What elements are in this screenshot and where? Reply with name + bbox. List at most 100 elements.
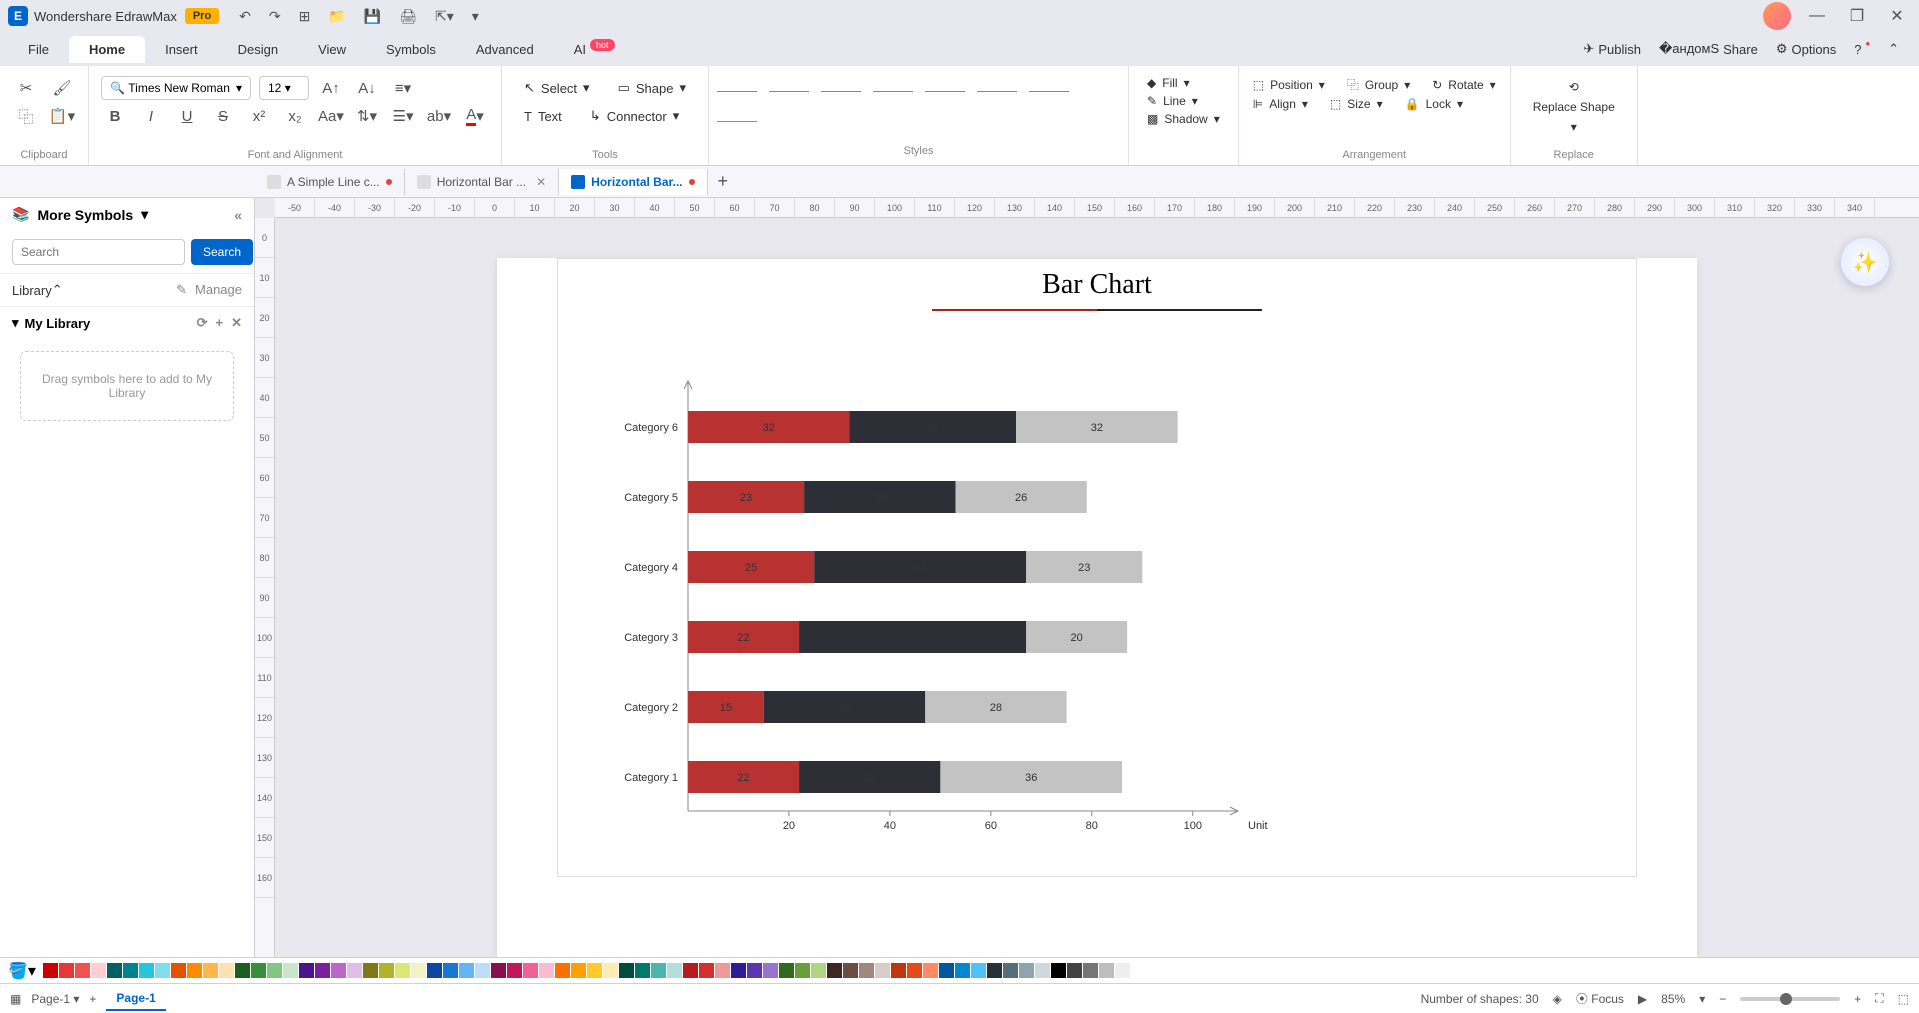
menu-view[interactable]: View — [298, 36, 366, 63]
align-icon[interactable]: ≡▾ — [389, 74, 417, 102]
ai-assistant-icon[interactable]: ✨ — [1841, 238, 1889, 286]
color-swatch[interactable] — [587, 963, 602, 978]
menu-home[interactable]: Home — [69, 36, 145, 63]
color-swatch[interactable] — [1115, 963, 1130, 978]
publish-button[interactable]: ✈Publish — [1583, 41, 1641, 57]
new-icon[interactable]: ⊞ — [299, 8, 311, 25]
symbol-search-input[interactable] — [12, 239, 185, 265]
library-label[interactable]: Library — [12, 283, 52, 298]
color-swatch[interactable] — [907, 963, 922, 978]
arrow-style-1[interactable] — [717, 74, 757, 92]
menu-file[interactable]: File — [8, 36, 69, 63]
layers-icon[interactable]: ◈ — [1553, 992, 1562, 1006]
open-icon[interactable]: 📁 — [328, 8, 345, 25]
color-swatch[interactable] — [59, 963, 74, 978]
color-swatch[interactable] — [235, 963, 250, 978]
color-swatch[interactable] — [683, 963, 698, 978]
add-tab-button[interactable]: + — [708, 167, 739, 196]
color-swatch[interactable] — [91, 963, 106, 978]
align-button[interactable]: ⊫ Align▾ — [1251, 95, 1310, 113]
color-swatch[interactable] — [859, 963, 874, 978]
color-swatch[interactable] — [795, 963, 810, 978]
manage-icon[interactable]: ✎ — [176, 282, 187, 298]
doc-tab-3[interactable]: Horizontal Bar... — [559, 169, 707, 195]
export-icon[interactable]: ⇱▾ — [435, 8, 454, 25]
color-swatch[interactable] — [571, 963, 586, 978]
close-tab-icon[interactable]: ✕ — [536, 175, 546, 189]
subscript-icon[interactable]: x₂ — [281, 102, 309, 130]
color-swatch[interactable] — [747, 963, 762, 978]
color-swatch[interactable] — [1003, 963, 1018, 978]
focus-button[interactable]: ⦿ Focus — [1576, 990, 1624, 1007]
line-button[interactable]: ✎ Line ▾ — [1141, 92, 1226, 110]
color-swatch[interactable] — [443, 963, 458, 978]
line-spacing-icon[interactable]: ⇅▾ — [353, 102, 381, 130]
italic-icon[interactable]: I — [137, 102, 165, 130]
color-swatch[interactable] — [219, 963, 234, 978]
undo-icon[interactable]: ↶ — [239, 8, 251, 25]
color-swatch[interactable] — [1131, 963, 1146, 978]
page-select[interactable]: Page-1 ▾ — [31, 992, 79, 1006]
arrow-style-5[interactable] — [925, 74, 965, 92]
fill-bucket-icon[interactable]: 🪣▾ — [8, 961, 36, 981]
color-swatch[interactable] — [715, 963, 730, 978]
add-icon[interactable]: + — [216, 315, 224, 331]
help-button[interactable]: ?• — [1854, 42, 1870, 57]
color-swatch[interactable] — [315, 963, 330, 978]
decrease-font-icon[interactable]: A↓ — [353, 74, 381, 102]
color-swatch[interactable] — [251, 963, 266, 978]
color-swatch[interactable] — [635, 963, 650, 978]
print-icon[interactable]: 🖨 — [399, 8, 417, 25]
page[interactable]: Bar Chart 20406080100UnitCategory 632333… — [497, 258, 1697, 957]
color-swatch[interactable] — [779, 963, 794, 978]
font-family-select[interactable]: 🔍 Times New Roman▾ — [101, 76, 251, 100]
color-swatch[interactable] — [555, 963, 570, 978]
color-swatch[interactable] — [379, 963, 394, 978]
color-swatch[interactable] — [107, 963, 122, 978]
color-swatch[interactable] — [667, 963, 682, 978]
color-swatch[interactable] — [507, 963, 522, 978]
color-swatch[interactable] — [619, 963, 634, 978]
increase-font-icon[interactable]: A↑ — [317, 74, 345, 102]
color-swatch[interactable] — [939, 963, 954, 978]
menu-ai[interactable]: AIhot — [554, 36, 635, 63]
font-size-select[interactable]: 12 ▾ — [259, 76, 309, 100]
color-swatch[interactable] — [491, 963, 506, 978]
zoom-in-icon[interactable]: + — [1854, 992, 1861, 1006]
color-swatch[interactable] — [923, 963, 938, 978]
color-swatch[interactable] — [427, 963, 442, 978]
doc-tab-2[interactable]: Horizontal Bar ... ✕ — [405, 169, 559, 195]
format-painter-icon[interactable]: 🖌 — [48, 74, 76, 102]
color-swatch[interactable] — [1067, 963, 1082, 978]
menu-advanced[interactable]: Advanced — [456, 36, 554, 63]
menu-insert[interactable]: Insert — [145, 36, 218, 63]
font-color-icon[interactable]: A▾ — [461, 102, 489, 130]
color-swatch[interactable] — [1051, 963, 1066, 978]
color-swatch[interactable] — [875, 963, 890, 978]
color-swatch[interactable] — [139, 963, 154, 978]
color-swatch[interactable] — [603, 963, 618, 978]
redo-icon[interactable]: ↷ — [269, 8, 281, 25]
manage-label[interactable]: Manage — [195, 282, 242, 298]
color-swatch[interactable] — [1035, 963, 1050, 978]
color-swatch[interactable] — [523, 963, 538, 978]
menu-design[interactable]: Design — [218, 36, 298, 63]
color-swatch[interactable] — [827, 963, 842, 978]
arrow-style-3[interactable] — [821, 74, 861, 92]
color-swatch[interactable] — [539, 963, 554, 978]
page-nav-icon[interactable]: ▦ — [10, 992, 21, 1006]
canvas-scroll[interactable]: Bar Chart 20406080100UnitCategory 632333… — [275, 218, 1919, 957]
user-avatar[interactable] — [1763, 2, 1791, 30]
fit-page-icon[interactable]: ⛶ — [1875, 991, 1883, 1006]
color-swatch[interactable] — [731, 963, 746, 978]
zoom-slider[interactable] — [1740, 997, 1840, 1001]
connector-tool[interactable]: ↳ Connector ▾ — [580, 102, 689, 130]
arrow-style-2[interactable] — [769, 74, 809, 92]
strike-icon[interactable]: S — [209, 102, 237, 130]
color-swatch[interactable] — [1083, 963, 1098, 978]
color-swatch[interactable] — [331, 963, 346, 978]
underline-icon[interactable]: U — [173, 102, 201, 130]
color-swatch[interactable] — [267, 963, 282, 978]
share-button[interactable]: �андомЅShare — [1659, 41, 1758, 57]
size-button[interactable]: ⬚ Size▾ — [1328, 95, 1385, 113]
